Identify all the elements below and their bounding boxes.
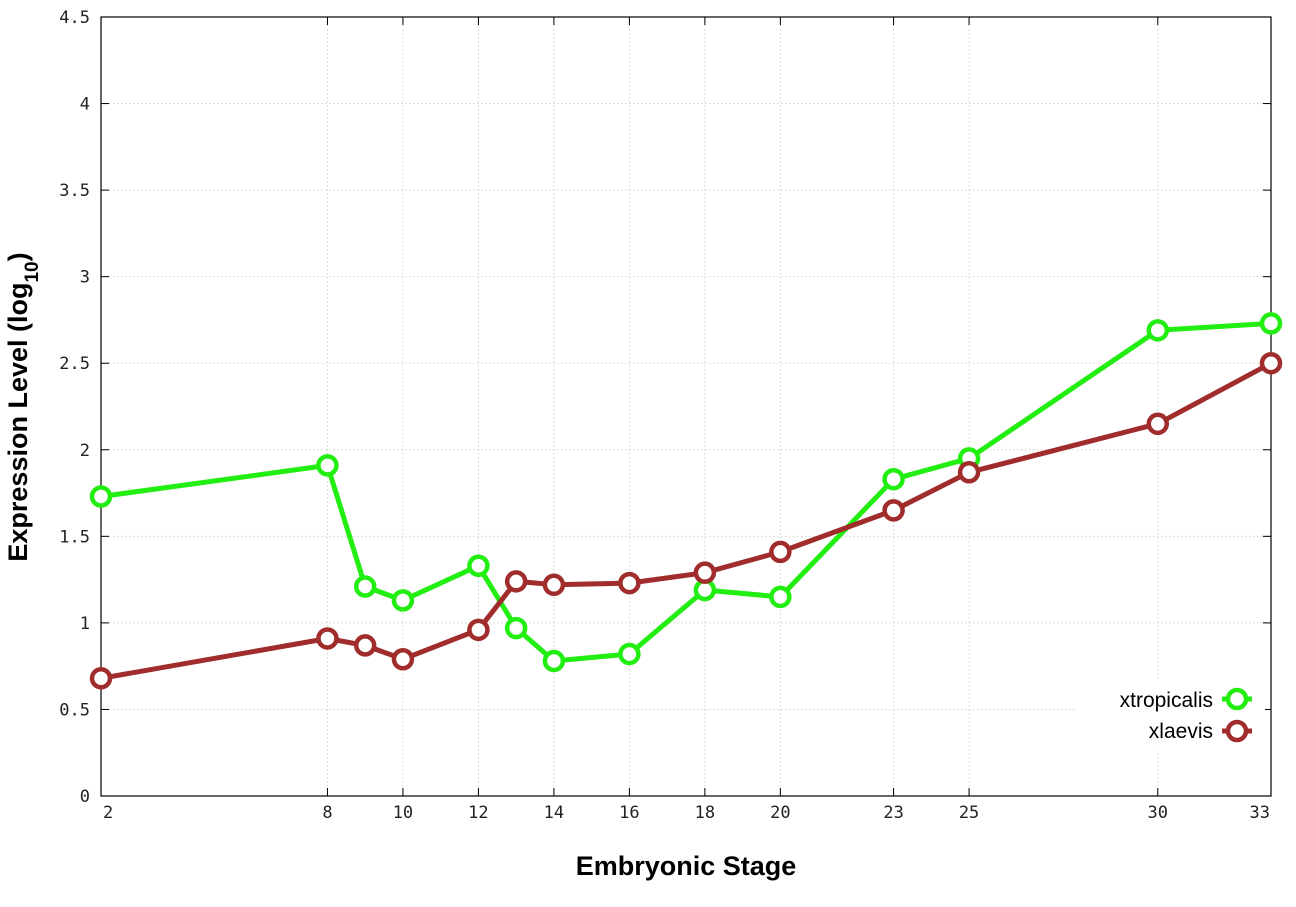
data-point-xlaevis [316, 627, 339, 650]
series-line-xtropicalis [100, 320, 1272, 664]
data-point-xtropicalis [353, 575, 377, 598]
x-tick-label: 16 [619, 803, 639, 823]
data-point-xtropicalis [391, 589, 415, 612]
x-tick-label: 2 [103, 803, 113, 823]
data-point-xlaevis [1259, 351, 1283, 375]
data-point-xlaevis [882, 499, 905, 522]
data-point-xlaevis [391, 647, 415, 671]
x-tick-label: 12 [468, 803, 488, 823]
data-point-xtropicalis [882, 467, 905, 491]
data-point-xtropicalis [316, 454, 339, 477]
legend-label-xtropicalis: xtropicalis [1120, 689, 1213, 712]
x-tick-label: 18 [695, 803, 715, 823]
y-tick-label: 1.5 [59, 527, 90, 547]
legend-marker-xlaevis [1225, 719, 1249, 743]
y-tick-label: 4 [80, 95, 90, 115]
y-tick-label: 4.5 [59, 8, 90, 28]
x-tick-label: 25 [959, 803, 979, 823]
data-point-xtropicalis [89, 485, 113, 508]
y-tick-label: 0.5 [59, 700, 90, 720]
series-xlaevis [89, 351, 1283, 690]
y-tick-label: 2 [80, 441, 90, 461]
y-tick-label: 3 [80, 268, 90, 288]
legend-marker-xtropicalis [1225, 687, 1249, 711]
data-point-xtropicalis [769, 585, 792, 609]
y-axis-title: Expression Level (log10) [3, 252, 43, 561]
x-axis-title: Embryonic Stage [576, 851, 797, 881]
data-point-xlaevis [769, 540, 792, 564]
grid [101, 17, 1271, 796]
data-point-xlaevis [618, 571, 641, 595]
x-tick-label: 20 [770, 803, 790, 823]
data-point-xlaevis [542, 573, 566, 597]
y-tick-label: 3.5 [59, 181, 90, 201]
plot-frame [100, 16, 1272, 797]
data-point-xtropicalis [504, 616, 528, 640]
series-xtropicalis [89, 312, 1283, 673]
y-tick-label: 2.5 [59, 354, 90, 374]
y-axis-title-main: Expression Level (log [3, 283, 33, 562]
data-point-xlaevis [957, 461, 981, 484]
x-tick-label: 8 [322, 803, 332, 823]
data-point-xtropicalis [542, 649, 566, 673]
data-point-xtropicalis [1259, 312, 1283, 335]
data-point-xlaevis [504, 570, 528, 593]
series-line-xlaevis [100, 360, 1273, 681]
series-lines [89, 312, 1283, 690]
x-tick-label: 33 [1250, 803, 1270, 823]
data-point-xlaevis [89, 667, 113, 690]
x-tick-label: 14 [544, 803, 564, 823]
y-tick-label: 1 [80, 614, 90, 634]
x-tick-label: 10 [393, 803, 413, 823]
axis-ticks: 0 0.5 1 1.5 2 2.5 3 3.5 4 4.5 2 8 10 12 14 16 18 20 23 25 30… [59, 8, 1272, 823]
y-tick-label: 0 [80, 787, 90, 807]
x-tick-label: 30 [1148, 803, 1168, 823]
legend-label-xlaevis: xlaevis [1149, 720, 1213, 743]
legend: xtropicalis xlaevis [1075, 680, 1265, 750]
y-axis-title-close: ) [3, 252, 33, 261]
data-point-xlaevis [693, 561, 717, 584]
data-point-xtropicalis [618, 642, 641, 666]
data-point-xlaevis [467, 618, 490, 642]
data-point-xtropicalis [467, 554, 490, 578]
x-tick-label: 23 [883, 803, 903, 823]
data-point-xtropicalis [1146, 319, 1170, 342]
y-axis-title-subscript: 10 [22, 261, 43, 282]
data-point-xlaevis [1146, 412, 1170, 436]
data-point-xlaevis [353, 634, 377, 657]
